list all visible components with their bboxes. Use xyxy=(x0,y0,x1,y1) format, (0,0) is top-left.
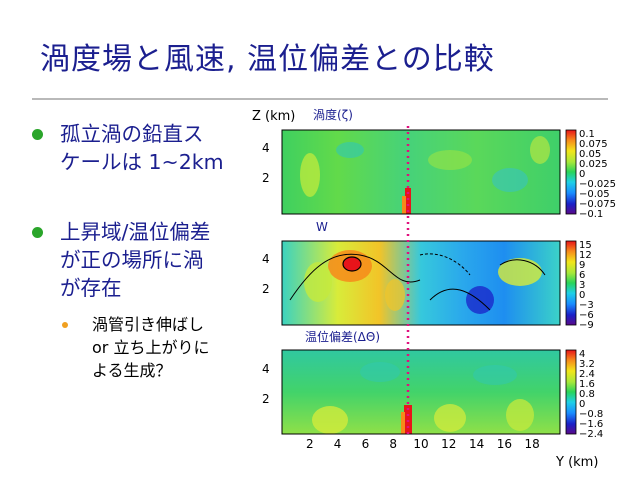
panel-2-plot xyxy=(281,240,561,326)
colorbar-tick-label: −0.8 xyxy=(579,409,603,420)
colorbar-tick-label: 3.2 xyxy=(579,359,595,370)
y-tick-label: 6 xyxy=(362,437,370,451)
colorbar-tick-label: 0.8 xyxy=(579,389,595,400)
y-tick-label: 10 xyxy=(413,437,428,451)
colorbar-tick-label: 15 xyxy=(579,240,592,251)
colorbar-tick-label: 0.075 xyxy=(579,139,608,150)
colorbar-tick-label: 2.4 xyxy=(579,369,595,380)
slide-title: 渦度場と風速, 温位偏差との比較 xyxy=(40,42,495,77)
colorbar-tick-label: 6 xyxy=(579,270,585,281)
colorbar-tick-label: −9 xyxy=(579,320,594,331)
colorbar-tick-label: 4 xyxy=(579,349,585,360)
y-axis-ticks: 2 4 6 8 10 12 14 16 18 xyxy=(306,437,540,451)
y-tick-label: 18 xyxy=(525,437,540,451)
colorbar-tick-label: 0.05 xyxy=(579,149,601,160)
y-tick-label: 12 xyxy=(441,437,456,451)
z-axis-label: Z (km) xyxy=(252,109,295,124)
y-tick-label: 2 xyxy=(306,437,314,451)
panel-2-z-tick: 2 xyxy=(262,282,270,296)
colorbar-tick-label: 12 xyxy=(579,250,592,261)
panel-1-label: 渦度(ζ) xyxy=(313,107,353,122)
colorbar-1 xyxy=(565,129,577,215)
bullet-dot-icon xyxy=(32,129,43,140)
colorbar-3 xyxy=(565,349,577,435)
colorbar-2 xyxy=(565,240,577,326)
sub-bullet-dot-icon xyxy=(62,322,68,328)
panel-1-z-tick: 4 xyxy=(262,141,270,155)
bullet-1-text: 孤立渦の鉛直ス ケールは 1~2km xyxy=(60,122,224,174)
colorbar-tick-label: 1.6 xyxy=(579,379,595,390)
bullet-2-text: 上昇域/温位偏差 が正の場所に渦 が存在 xyxy=(60,220,211,300)
colorbar-tick-label: 0.1 xyxy=(579,129,595,140)
colorbar-tick-label: −1.6 xyxy=(579,419,603,430)
panel-3-plot xyxy=(281,349,561,435)
colorbar-tick-label: 0 xyxy=(579,169,585,180)
panel-1-z-tick: 2 xyxy=(262,171,270,185)
colorbar-tick-label: −3 xyxy=(579,300,594,311)
panel-2-label: W xyxy=(316,220,328,234)
colorbar-tick-label: −0.1 xyxy=(579,209,603,220)
colorbar-tick-label: −2.4 xyxy=(579,429,603,440)
colorbar-tick-label: 0 xyxy=(579,399,585,410)
panel-3-z-tick: 2 xyxy=(262,392,270,406)
y-axis-label: Y (km) xyxy=(555,455,598,470)
colorbar-tick-label: −0.025 xyxy=(579,179,616,190)
y-tick-label: 8 xyxy=(389,437,397,451)
panel-2-z-tick: 4 xyxy=(262,252,270,266)
bullet-dot-icon xyxy=(32,227,43,238)
colorbar-tick-label: 3 xyxy=(579,280,585,291)
panel-3-label: 温位偏差(ΔΘ) xyxy=(305,329,380,344)
y-tick-label: 14 xyxy=(469,437,484,451)
y-tick-label: 16 xyxy=(497,437,512,451)
colorbar-tick-label: −0.075 xyxy=(579,199,616,210)
colorbar-tick-label: 0 xyxy=(579,290,585,301)
colorbar-tick-label: −6 xyxy=(579,310,594,321)
colorbar-tick-label: −0.05 xyxy=(579,189,610,200)
panel-1-plot xyxy=(281,129,561,215)
colorbar-ticks: 0.10.0750.050.0250−0.025−0.05−0.075−0.11… xyxy=(579,129,616,440)
title-divider xyxy=(32,98,608,100)
colorbar-tick-label: 9 xyxy=(579,260,585,271)
colorbar-tick-label: 0.025 xyxy=(579,159,608,170)
y-tick-label: 4 xyxy=(334,437,342,451)
panel-3-z-tick: 4 xyxy=(262,362,270,376)
sub-bullet-text: 渦管引き伸ばし or 立ち上がりに よる生成？ xyxy=(92,315,210,380)
